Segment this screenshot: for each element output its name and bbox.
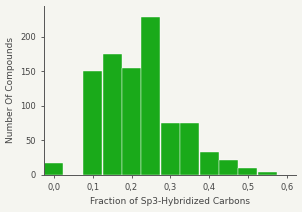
- Bar: [258, 173, 277, 174]
- Bar: [83, 71, 102, 174]
- Bar: [103, 54, 122, 174]
- Bar: [219, 160, 238, 174]
- Bar: [141, 17, 160, 174]
- Bar: [180, 123, 199, 174]
- Bar: [238, 168, 257, 174]
- X-axis label: Fraction of Sp3-Hybridized Carbons: Fraction of Sp3-Hybridized Carbons: [90, 197, 250, 206]
- Y-axis label: Number Of Compounds: Number Of Compounds: [5, 37, 14, 143]
- Bar: [44, 163, 63, 174]
- Bar: [161, 123, 180, 174]
- Bar: [122, 68, 141, 174]
- Bar: [200, 152, 219, 174]
